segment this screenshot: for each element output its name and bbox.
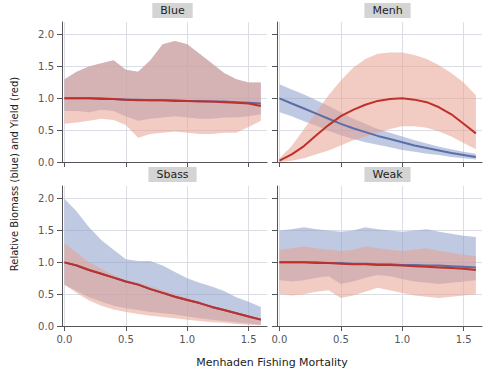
svg-text:Weak: Weak	[372, 168, 403, 181]
svg-text:Blue: Blue	[160, 4, 185, 17]
svg-text:0.5: 0.5	[38, 289, 54, 300]
svg-text:1.0: 1.0	[38, 257, 54, 268]
svg-text:1.5: 1.5	[456, 334, 472, 345]
svg-text:Menh: Menh	[372, 4, 402, 17]
svg-text:1.0: 1.0	[394, 334, 410, 345]
svg-text:0.0: 0.0	[38, 321, 54, 332]
svg-text:2.0: 2.0	[38, 29, 54, 40]
svg-text:0.0: 0.0	[38, 157, 54, 168]
svg-text:Menhaden Fishing Mortality: Menhaden Fishing Mortality	[196, 356, 348, 369]
svg-text:0.5: 0.5	[333, 334, 349, 345]
svg-text:1.5: 1.5	[241, 334, 257, 345]
svg-text:1.5: 1.5	[38, 225, 54, 236]
svg-text:Sbass: Sbass	[156, 168, 188, 181]
svg-text:Relative Biomass (blue) and Yi: Relative Biomass (blue) and Yield (red)	[9, 77, 20, 272]
svg-text:1.5: 1.5	[38, 61, 54, 72]
svg-text:0.5: 0.5	[38, 125, 54, 136]
svg-text:0.0: 0.0	[272, 334, 288, 345]
svg-text:1.0: 1.0	[179, 334, 195, 345]
svg-text:0.5: 0.5	[118, 334, 134, 345]
svg-text:0.0: 0.0	[57, 334, 73, 345]
svg-text:1.0: 1.0	[38, 93, 54, 104]
svg-text:2.0: 2.0	[38, 193, 54, 204]
